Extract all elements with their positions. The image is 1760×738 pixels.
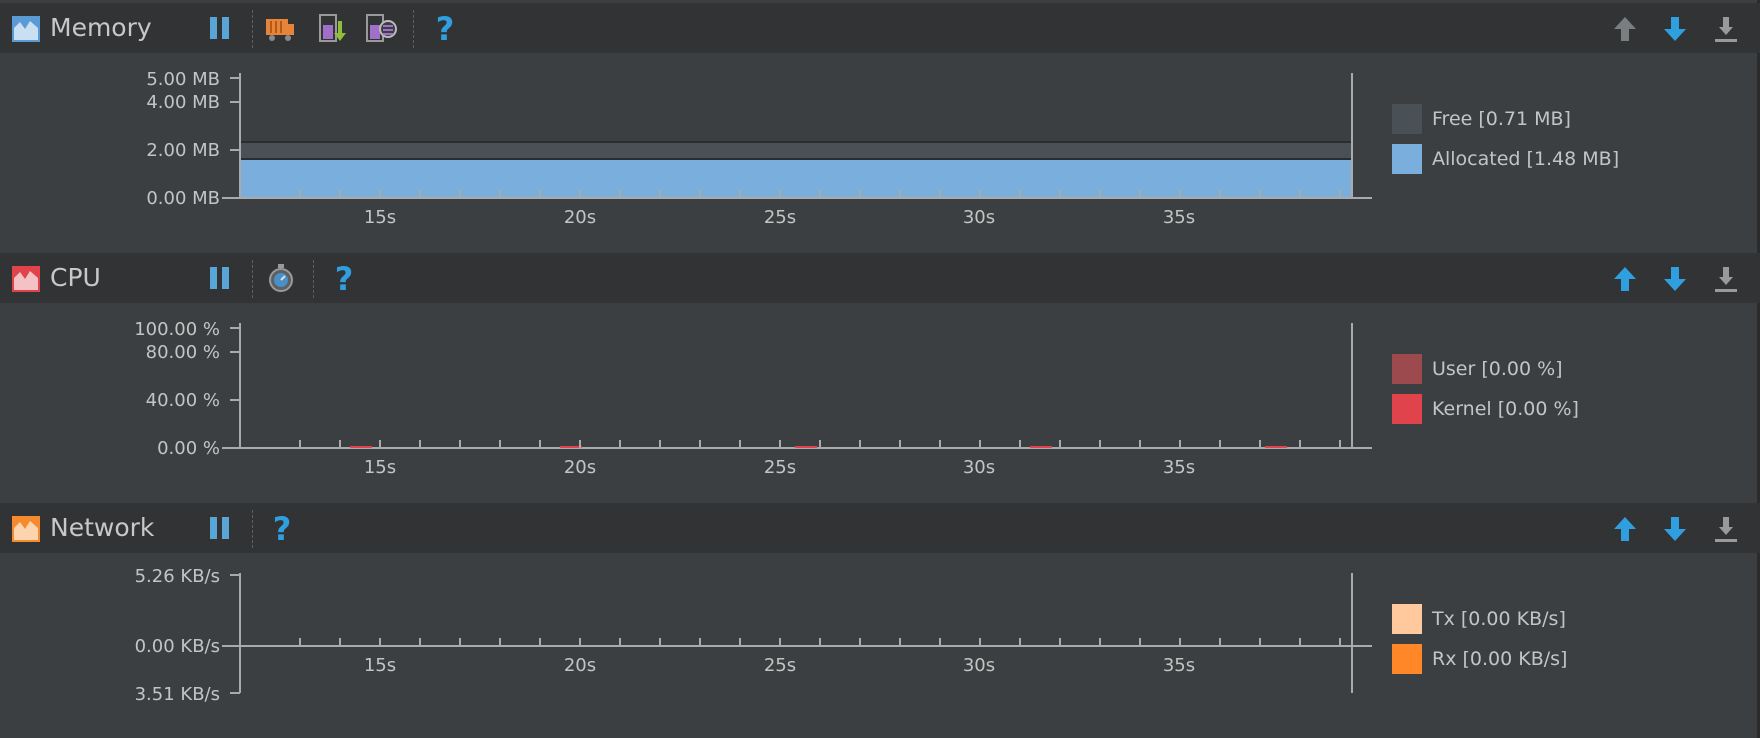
move-up-icon[interactable] — [1610, 13, 1640, 45]
cpu-plot — [222, 323, 1372, 449]
network-x-tick-label: 20s — [564, 655, 596, 676]
network-x-tick-label: 15s — [364, 655, 396, 676]
help-icon[interactable]: ? — [330, 263, 358, 293]
memory-x-tick-label: 15s — [364, 207, 396, 228]
memory-x-minor-ticks — [299, 190, 1341, 198]
memory-plot — [222, 73, 1372, 199]
network-chart-icon — [12, 516, 40, 542]
memory-y-ticks — [230, 77, 240, 199]
pause-memory-button[interactable] — [207, 13, 233, 43]
cpu-y-tick-label: 0.00 % — [157, 438, 220, 459]
memory-y-tick-label: 4.00 MB — [146, 92, 220, 113]
legend-label: Free [0.71 MB] — [1432, 108, 1571, 130]
cpu-x-tick-label: 30s — [963, 457, 995, 478]
pause-network-button[interactable] — [207, 513, 233, 543]
memory-x-tick-label: 35s — [1163, 207, 1195, 228]
move-up-icon[interactable] — [1610, 263, 1640, 295]
cpu-y-tick-label: 80.00 % — [146, 342, 220, 363]
network-plot — [222, 573, 1372, 694]
legend-swatch — [1392, 354, 1422, 384]
network-y-tick-label: 3.51 KB/s — [135, 684, 220, 705]
legend-swatch — [1392, 394, 1422, 424]
network-x-minor-ticks — [299, 638, 1341, 646]
memory-y-tick-label: 5.00 MB — [146, 69, 220, 90]
cpu-header: CPU ? — [0, 253, 1760, 303]
legend-item-allocated: Allocated [1.48 MB] — [1392, 144, 1712, 174]
network-header: Network ? — [0, 503, 1760, 553]
cpu-chart-icon — [12, 266, 40, 292]
memory-free-area — [240, 142, 1352, 161]
minimize-icon[interactable] — [1711, 263, 1741, 295]
memory-allocated-area — [240, 159, 1352, 198]
network-chart: 5.26 KB/s 0.00 KB/s 3.51 KB/s 15s 20s 25… — [135, 566, 1372, 705]
network-x-tick-label: 30s — [963, 655, 995, 676]
legend-label: Allocated [1.48 MB] — [1432, 148, 1620, 170]
cpu-x-tick-label: 20s — [564, 457, 596, 478]
legend-item-rx: Rx [0.00 KB/s] — [1392, 644, 1712, 674]
help-icon[interactable]: ? — [431, 13, 459, 43]
legend-swatch — [1392, 144, 1422, 174]
cpu-chart: 100.00 % 80.00 % 40.00 % 0.00 % 15s 20s … — [134, 319, 1372, 478]
svg-text:?: ? — [273, 513, 292, 543]
legend-label: Tx [0.00 KB/s] — [1432, 608, 1566, 630]
cpu-x-tick-label: 25s — [764, 457, 796, 478]
memory-y-tick-label: 2.00 MB — [146, 140, 220, 161]
cpu-x-tick-label: 35s — [1163, 457, 1195, 478]
minimize-icon[interactable] — [1711, 13, 1741, 45]
move-down-icon[interactable] — [1660, 13, 1690, 45]
legend-swatch — [1392, 104, 1422, 134]
pause-cpu-button[interactable] — [207, 263, 233, 293]
toolbar-separator — [252, 510, 253, 548]
legend-item-kernel: Kernel [0.00 %] — [1392, 394, 1712, 424]
memory-x-tick-label: 20s — [564, 207, 596, 228]
legend-label: User [0.00 %] — [1432, 358, 1563, 380]
legend-swatch — [1392, 644, 1422, 674]
network-y-tick-label: 5.26 KB/s — [135, 566, 220, 587]
dump-java-heap-icon[interactable] — [318, 13, 346, 43]
network-x-tick-label: 25s — [764, 655, 796, 676]
memory-x-tick-label: 25s — [764, 207, 796, 228]
network-title: Network — [50, 513, 155, 542]
svg-text:?: ? — [436, 13, 455, 43]
move-up-icon[interactable] — [1610, 513, 1640, 545]
network-y-ticks — [230, 574, 240, 694]
legend-label: Rx [0.00 KB/s] — [1432, 648, 1568, 670]
cpu-x-minor-ticks — [299, 440, 1341, 448]
toolbar-separator — [313, 260, 314, 298]
window-edge — [1757, 0, 1760, 738]
move-down-icon[interactable] — [1660, 263, 1690, 295]
method-trace-icon[interactable] — [265, 263, 297, 293]
help-icon[interactable]: ? — [268, 513, 296, 543]
network-x-tick-label: 35s — [1163, 655, 1195, 676]
svg-text:?: ? — [335, 263, 354, 293]
cpu-y-tick-label: 40.00 % — [146, 390, 220, 411]
memory-y-tick-label: 0.00 MB — [146, 188, 220, 209]
legend-item-free: Free [0.71 MB] — [1392, 104, 1712, 134]
toolbar-separator — [252, 10, 253, 48]
memory-title: Memory — [50, 13, 152, 42]
cpu-title: CPU — [50, 263, 101, 292]
memory-header: Memory ? — [0, 3, 1760, 53]
move-down-icon[interactable] — [1660, 513, 1690, 545]
memory-chart: 5.00 MB 4.00 MB 2.00 MB 0.00 MB 15s 20s … — [146, 69, 1372, 228]
gc-truck-icon[interactable] — [264, 13, 296, 43]
legend-item-user: User [0.00 %] — [1392, 354, 1712, 384]
cpu-y-ticks — [230, 327, 240, 449]
cpu-y-tick-label: 100.00 % — [134, 319, 220, 340]
toolbar-separator — [252, 260, 253, 298]
minimize-icon[interactable] — [1711, 513, 1741, 545]
memory-chart-icon — [12, 16, 40, 42]
toolbar-separator — [413, 10, 414, 48]
cpu-x-tick-label: 15s — [364, 457, 396, 478]
cpu-kernel-blips — [350, 446, 1287, 448]
allocation-tracker-icon[interactable] — [365, 13, 399, 43]
legend-swatch — [1392, 604, 1422, 634]
network-y-tick-label: 0.00 KB/s — [135, 636, 220, 657]
memory-x-tick-label: 30s — [963, 207, 995, 228]
legend-item-tx: Tx [0.00 KB/s] — [1392, 604, 1712, 634]
legend-label: Kernel [0.00 %] — [1432, 398, 1579, 420]
